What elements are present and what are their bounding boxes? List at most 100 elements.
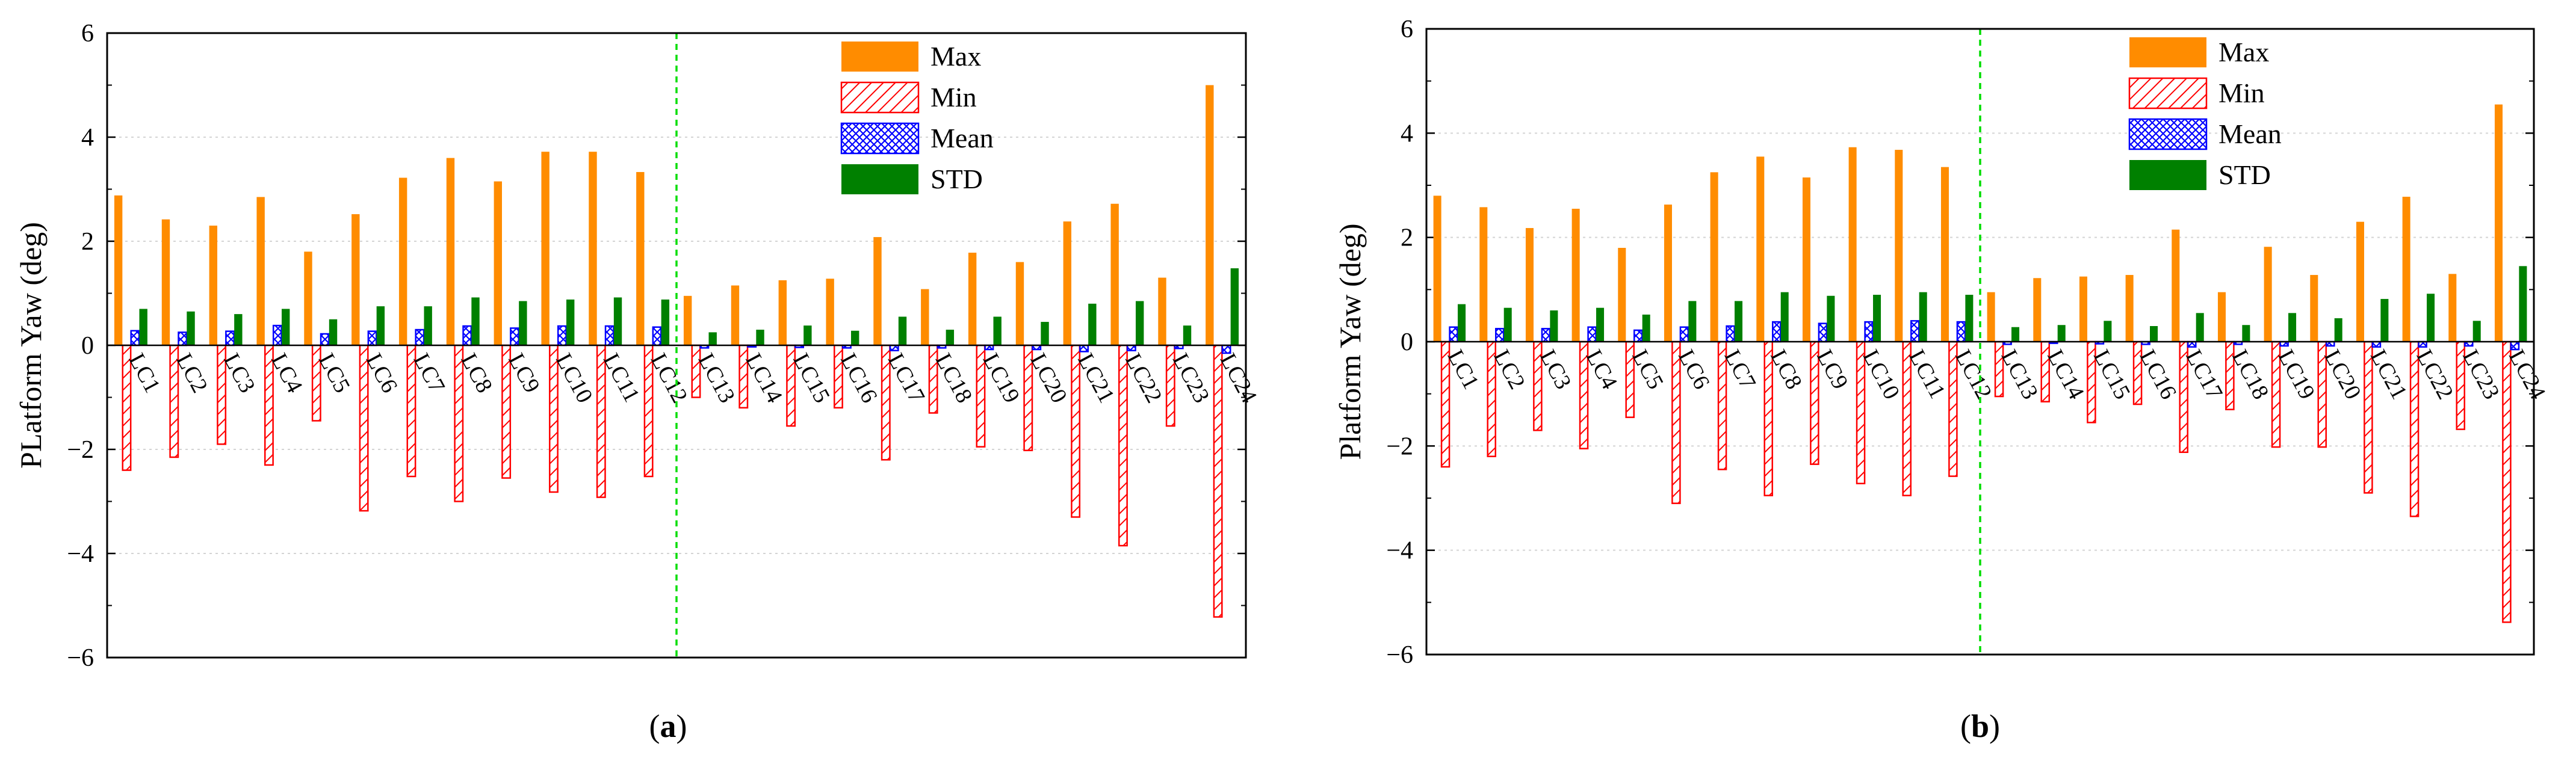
bar-min-lc13 — [1994, 340, 2004, 398]
bar-max-lc13 — [683, 295, 692, 345]
legend-swatch-min — [840, 81, 920, 114]
legend-swatch-min — [2128, 77, 2208, 109]
bar-mean-lc3 — [1541, 328, 1551, 343]
bar-max-lc16 — [2125, 275, 2134, 342]
bar-mean-lc10 — [557, 325, 567, 347]
bar-std-lc11 — [1919, 292, 1927, 342]
bar-std-lc17 — [898, 316, 907, 345]
bar-max-lc9 — [494, 181, 503, 345]
bar-std-lc15 — [2104, 321, 2112, 342]
bar-max-lc13 — [1987, 292, 1995, 342]
bar-max-lc2 — [1479, 207, 1488, 342]
legend-swatch-std — [841, 164, 918, 194]
legend-label-min: Min — [2218, 78, 2265, 108]
bar-min-lc18 — [2225, 340, 2235, 410]
bar-min-lc24 — [1213, 344, 1223, 618]
legend: Max Min Mean STD — [2128, 37, 2282, 190]
bar-max-lc20 — [1015, 262, 1024, 345]
bar-std-lc18 — [946, 330, 955, 345]
bar-max-lc8 — [446, 158, 455, 345]
bar-max-lc9 — [1802, 177, 1810, 342]
bar-max-lc3 — [209, 226, 218, 345]
bar-mean-lc24 — [2510, 340, 2520, 351]
bar-mean-lc4 — [272, 324, 282, 347]
bar-std-lc6 — [376, 306, 385, 345]
bar-max-lc1 — [114, 195, 123, 345]
legend-label-std: STD — [930, 164, 983, 194]
legend-label-max: Max — [930, 41, 981, 72]
bar-std-lc24 — [2519, 266, 2527, 342]
plot-frame — [1425, 28, 2535, 656]
bar-max-lc4 — [1571, 209, 1580, 342]
bar-std-lc12 — [661, 299, 670, 345]
bar-max-lc8 — [1756, 156, 1765, 342]
bar-max-lc1 — [1433, 196, 1441, 342]
legend-swatch-max — [841, 42, 918, 72]
y-axis-label: PLatform Yaw (deg) — [14, 222, 48, 469]
bar-min-lc18 — [928, 344, 938, 414]
bar-std-lc12 — [1965, 295, 1974, 342]
bar-std-lc21 — [1088, 303, 1097, 345]
bar-min-lc22 — [1118, 344, 1128, 547]
bar-std-lc13 — [708, 332, 717, 345]
legend-label-min: Min — [930, 82, 977, 112]
bar-std-lc7 — [1735, 301, 1743, 342]
bar-mean-lc17 — [2187, 340, 2197, 348]
bar-max-lc6 — [351, 214, 360, 345]
bar-mean-lc8 — [462, 325, 472, 347]
bar-std-lc4 — [1596, 307, 1605, 342]
y-tick-label: −4 — [67, 540, 94, 568]
bar-std-lc13 — [2011, 327, 2020, 342]
bar-max-lc14 — [731, 285, 740, 345]
y-tick-label: 2 — [1401, 224, 1413, 252]
bar-std-lc17 — [2196, 313, 2204, 342]
bar-mean-lc4 — [1587, 326, 1597, 343]
bar-max-lc11 — [589, 152, 597, 345]
y-tick-label: 4 — [81, 124, 94, 152]
bar-max-lc12 — [1940, 167, 1949, 342]
bar-mean-lc11 — [1910, 320, 1920, 343]
bar-mean-lc8 — [1772, 321, 1782, 343]
y-tick-label: 6 — [81, 20, 94, 48]
y-tick-label: −4 — [1386, 537, 1413, 565]
bar-std-lc9 — [519, 301, 527, 345]
plot-frame — [106, 32, 1247, 659]
bar-max-lc22 — [2402, 197, 2410, 342]
bar-mean-lc22 — [2418, 340, 2427, 348]
bar-max-lc14 — [2033, 278, 2042, 342]
bar-max-lc12 — [636, 171, 645, 345]
bar-min-lc5 — [1625, 340, 1635, 418]
bar-std-lc5 — [329, 319, 338, 345]
bar-max-lc21 — [2356, 221, 2364, 342]
bar-std-lc6 — [1688, 301, 1697, 342]
bar-std-lc23 — [2472, 321, 2481, 342]
bar-mean-lc2 — [1495, 328, 1505, 343]
bar-max-lc19 — [2264, 247, 2272, 342]
bar-std-lc24 — [1230, 268, 1239, 345]
y-tick-label: −2 — [1386, 433, 1413, 460]
bar-max-lc24 — [1206, 85, 1214, 345]
bar-mean-lc12 — [652, 326, 662, 347]
bar-max-lc15 — [2079, 276, 2087, 342]
bar-std-lc10 — [1873, 295, 1881, 342]
bar-mean-lc9 — [1818, 322, 1828, 343]
bar-std-lc20 — [1041, 322, 1049, 345]
panel-caption: (b) — [1960, 708, 2000, 744]
bar-mean-lc12 — [1956, 321, 1966, 343]
bar-std-lc20 — [2334, 318, 2342, 342]
legend-swatch-max — [2129, 37, 2206, 67]
bar-max-lc16 — [826, 279, 834, 345]
bar-std-lc19 — [2288, 313, 2297, 342]
bar-mean-lc2 — [178, 331, 188, 347]
bar-std-lc14 — [2057, 325, 2066, 342]
legend-label-std: STD — [2218, 159, 2271, 190]
legend-label-max: Max — [2218, 37, 2269, 67]
bar-min-lc14 — [738, 344, 749, 409]
bar-mean-lc11 — [604, 325, 615, 347]
bar-min-lc14 — [2040, 340, 2050, 402]
y-tick-label: −6 — [1386, 641, 1413, 669]
